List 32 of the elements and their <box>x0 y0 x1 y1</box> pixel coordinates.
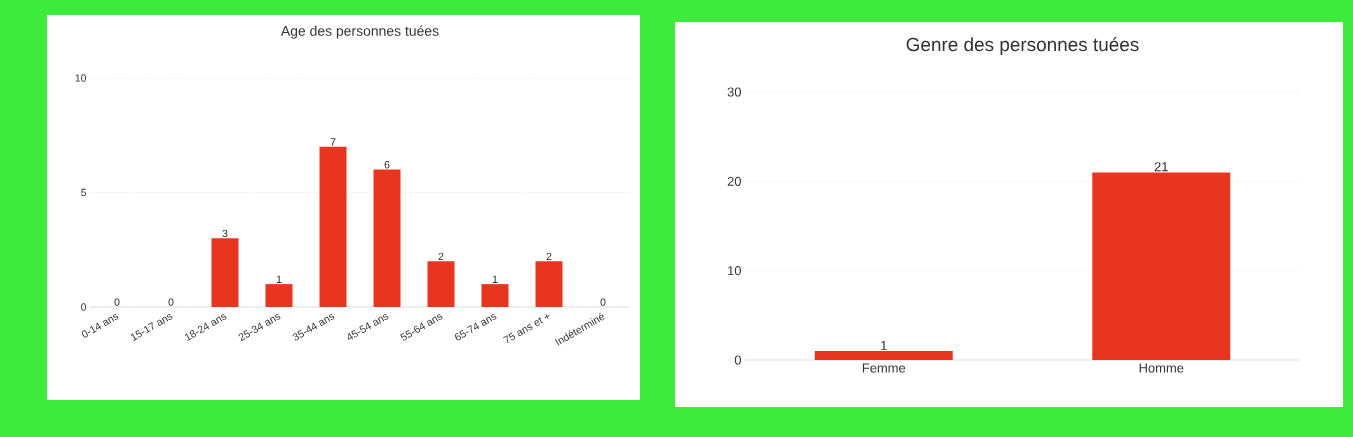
y-tick-label: 5 <box>81 188 87 197</box>
data-label: 6 <box>384 161 390 169</box>
y-tick-label: 0 <box>81 303 87 311</box>
y-tick-label: 0 <box>734 355 741 365</box>
y-tick-label: 30 <box>727 87 741 97</box>
data-label: 2 <box>438 252 444 260</box>
x-tick-label: 0-14 ans <box>81 314 119 338</box>
y-tick-label: 20 <box>727 176 741 186</box>
bar <box>265 284 293 307</box>
y-tick-label: 10 <box>75 74 87 82</box>
bar <box>427 261 455 307</box>
bar <box>211 238 239 307</box>
data-label: 1 <box>492 275 498 283</box>
data-label: 0 <box>114 298 120 306</box>
x-tick-label: 75 ans et + <box>503 314 550 344</box>
x-tick-label: Homme <box>1139 363 1184 373</box>
data-label: 0 <box>168 298 174 306</box>
data-label: 3 <box>222 229 228 238</box>
chart-title: Genre des personnes tuées <box>906 37 1139 55</box>
bar <box>535 261 563 307</box>
y-tick-label: 10 <box>728 266 741 276</box>
bar <box>481 284 509 307</box>
data-label: 1 <box>881 340 887 350</box>
data-label: 0 <box>600 298 606 306</box>
data-label: 7 <box>330 138 336 146</box>
data-label: 2 <box>546 252 552 260</box>
data-label: 21 <box>1154 162 1168 172</box>
chart-title: Age des personnes tuées <box>280 25 439 39</box>
bar <box>319 146 347 307</box>
x-tick-label: Femme <box>862 363 906 373</box>
data-label: 1 <box>276 275 282 283</box>
bar <box>373 169 401 307</box>
